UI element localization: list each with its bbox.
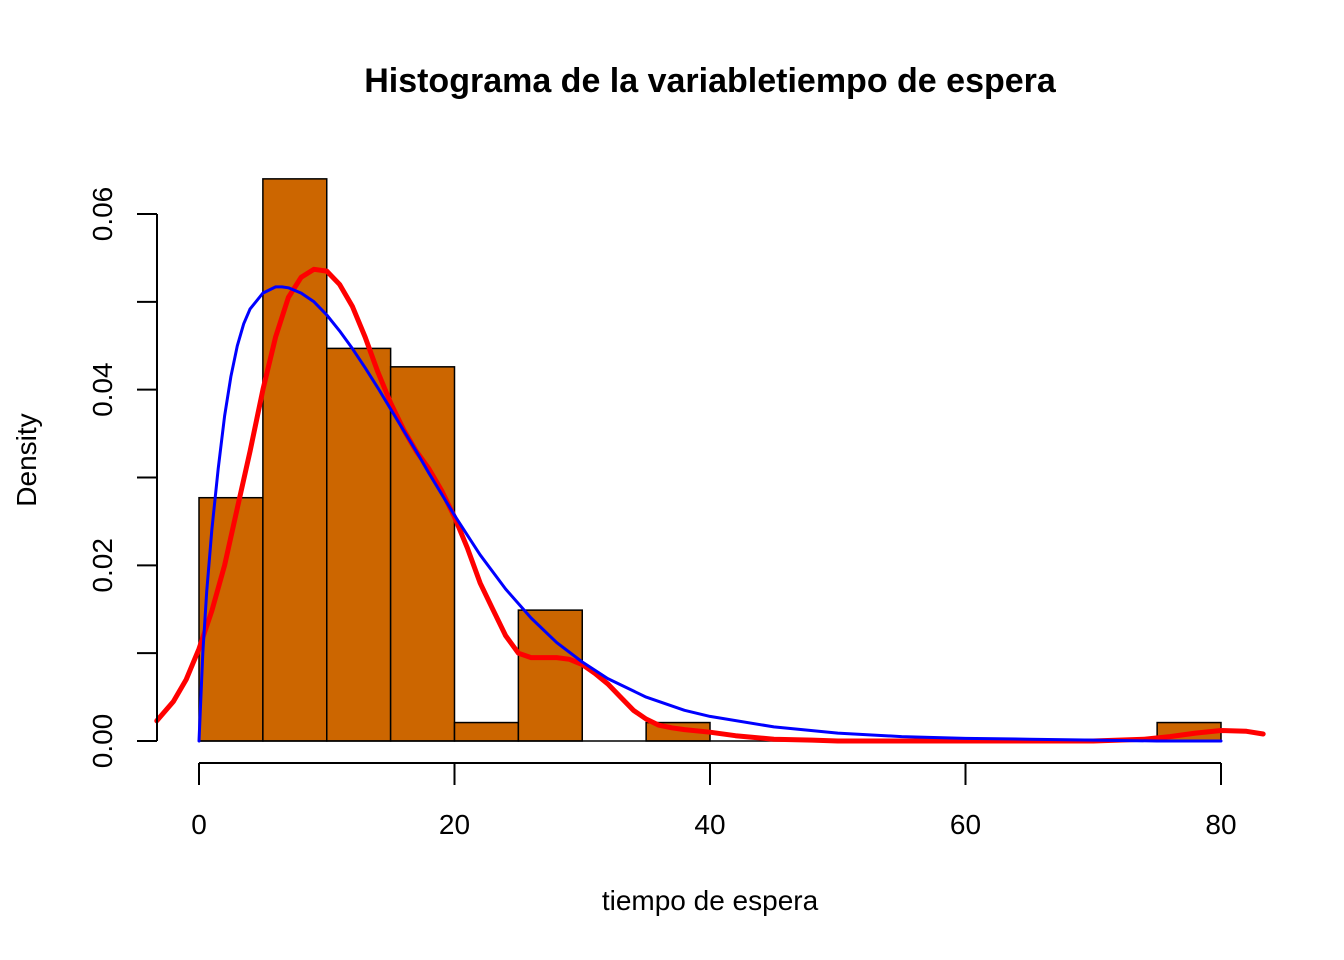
- y-tick-label-0: 0.00: [87, 714, 118, 769]
- chart-title: Histograma de la variabletiempo de esper…: [364, 62, 1057, 100]
- y-axis: 0.00 0.02 0.04 0.06: [87, 187, 158, 769]
- y-tick-label-6: 0.06: [87, 187, 118, 242]
- x-axis-label: tiempo de espera: [602, 885, 819, 916]
- x-tick-label-3: 60: [950, 809, 981, 840]
- x-tick-label-0: 0: [191, 809, 207, 840]
- y-tick-label-4: 0.04: [87, 362, 118, 417]
- fitted-density-line: [197, 285, 1223, 743]
- x-axis: 0 20 40 60 80: [191, 762, 1237, 840]
- histogram-bars: [198, 178, 1222, 742]
- kernel-density-line: [154, 266, 1266, 744]
- histogram-bar-4: [453, 721, 520, 742]
- histogram-bar-2: [326, 347, 392, 742]
- density-curves: [154, 266, 1266, 744]
- x-tick-label-4: 80: [1205, 809, 1236, 840]
- x-tick-label-2: 40: [694, 809, 725, 840]
- y-axis-label: Density: [11, 413, 42, 506]
- histogram-bar-1: [262, 178, 328, 742]
- y-tick-label-2: 0.02: [87, 538, 118, 593]
- histogram-bar-5: [517, 609, 583, 742]
- x-tick-label-1: 20: [439, 809, 470, 840]
